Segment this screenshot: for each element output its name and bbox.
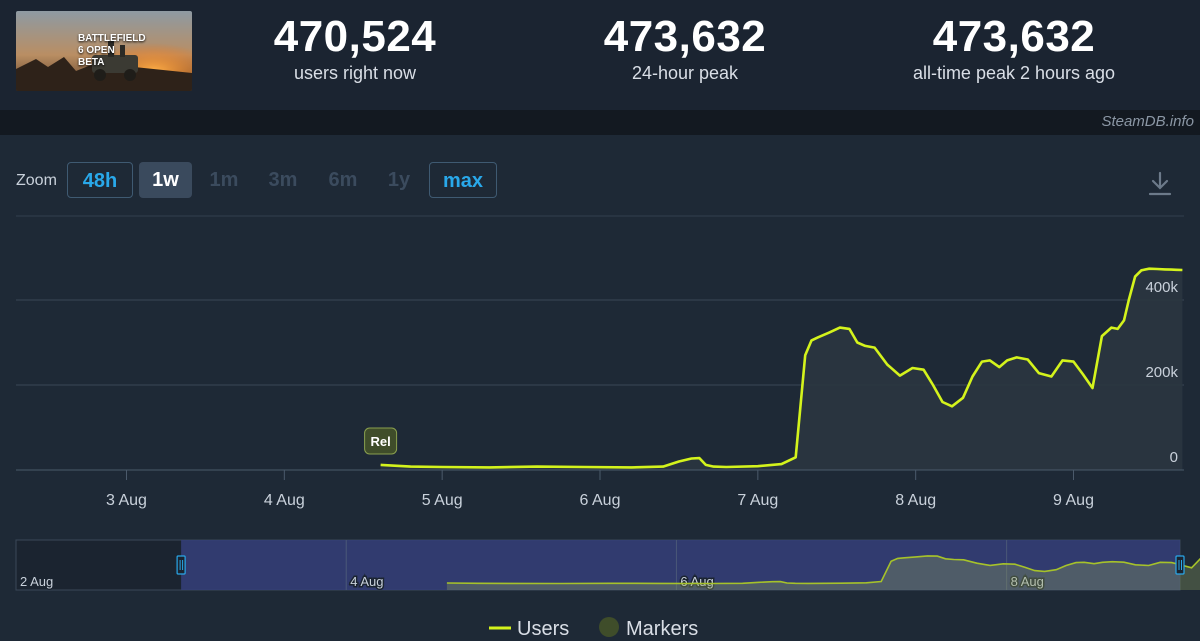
navigator-tick-label: 8 Aug — [1011, 574, 1044, 589]
navigator-tick-label: 6 Aug — [680, 574, 713, 589]
current-users-label: users right now — [293, 63, 417, 83]
current-users-value: 470,524 — [273, 12, 437, 61]
zoom-1m-button[interactable]: 1m — [209, 169, 239, 191]
x-tick-label: 7 Aug — [737, 492, 778, 509]
legend-markers-swatch — [599, 617, 619, 637]
legend-item-markers: Markers — [599, 617, 698, 640]
axis-layer: 0 200k 400k 3 Aug 4 Aug 5 Aug 6 Aug 7 Aug 8 Aug 9… — [16, 279, 1184, 509]
zoom-6m-button[interactable]: 6m — [328, 169, 358, 191]
x-tick-label: 3 Aug — [106, 492, 147, 509]
legend: Users Markers — [489, 617, 698, 640]
users-area — [380, 268, 1183, 470]
zoom-label: Zoom — [16, 172, 57, 189]
zoom-48h-button[interactable]: 48h — [67, 162, 133, 198]
all-time-peak-label: all-time peak 2 hours ago — [912, 63, 1116, 83]
navigator-selection — [181, 540, 1180, 590]
peak-24h-label: 24-hour peak — [631, 63, 739, 83]
series-line-layer — [380, 267, 1183, 469]
steamdb-credit[interactable]: SteamDB.info — [1101, 113, 1194, 130]
legend-users-label: Users — [517, 618, 569, 640]
current-users-stat: 470,524 users right now — [235, 12, 475, 84]
zoom-1y-button[interactable]: 1y — [387, 169, 411, 191]
peak-24h-stat: 473,632 24-hour peak — [565, 12, 805, 84]
marker-layer: Rel — [364, 427, 398, 455]
x-tick-label: 9 Aug — [1053, 492, 1094, 509]
release-marker: Rel — [364, 427, 398, 455]
navigator-left-handle-icon[interactable] — [176, 555, 186, 575]
x-tick-label: 5 Aug — [422, 492, 463, 509]
y-tick-label: 400k — [1145, 279, 1178, 296]
navigator-handle-box — [176, 555, 186, 575]
stats-header: BATTLEFIELD 6 OPEN BETA 470,524 users ri… — [0, 0, 1200, 110]
cover-title: BATTLEFIELD 6 OPEN BETA — [78, 33, 146, 68]
y-tick-label: 0 — [1170, 449, 1178, 466]
navigator-handle-box — [1175, 555, 1185, 575]
navigator-right-handle-icon[interactable] — [1175, 555, 1185, 575]
navigator-series-line — [446, 555, 1200, 585]
game-cover-image[interactable]: BATTLEFIELD 6 OPEN BETA — [16, 11, 192, 91]
x-tick-label: 6 Aug — [580, 492, 621, 509]
zoom-max-button[interactable]: max — [429, 162, 497, 198]
navigator[interactable]: 2 Aug 4 Aug 6 Aug 8 Aug — [15, 539, 1200, 591]
navigator-tick-label: 4 Aug — [350, 574, 383, 589]
navigator-tick-label: 2 Aug — [20, 574, 53, 589]
x-tick-label: 8 Aug — [895, 492, 936, 509]
zoom-3m-button[interactable]: 3m — [268, 169, 298, 191]
zoom-1w-button[interactable]: 1w — [139, 162, 192, 198]
area-layer — [380, 268, 1183, 470]
legend-markers-label: Markers — [626, 618, 698, 640]
users-series-line — [380, 267, 1183, 469]
all-time-peak-value: 473,632 — [932, 12, 1096, 61]
y-tick-label: 200k — [1145, 364, 1178, 381]
x-tick-label: 4 Aug — [264, 492, 305, 509]
release-marker-label: Rel — [370, 434, 390, 449]
release-marker-flag — [364, 427, 398, 455]
all-time-peak-stat: 473,632 all-time peak 2 hours ago — [880, 12, 1148, 84]
legend-item-users: Users — [489, 618, 569, 640]
peak-24h-value: 473,632 — [603, 12, 767, 61]
download-icon[interactable] — [1146, 170, 1174, 198]
